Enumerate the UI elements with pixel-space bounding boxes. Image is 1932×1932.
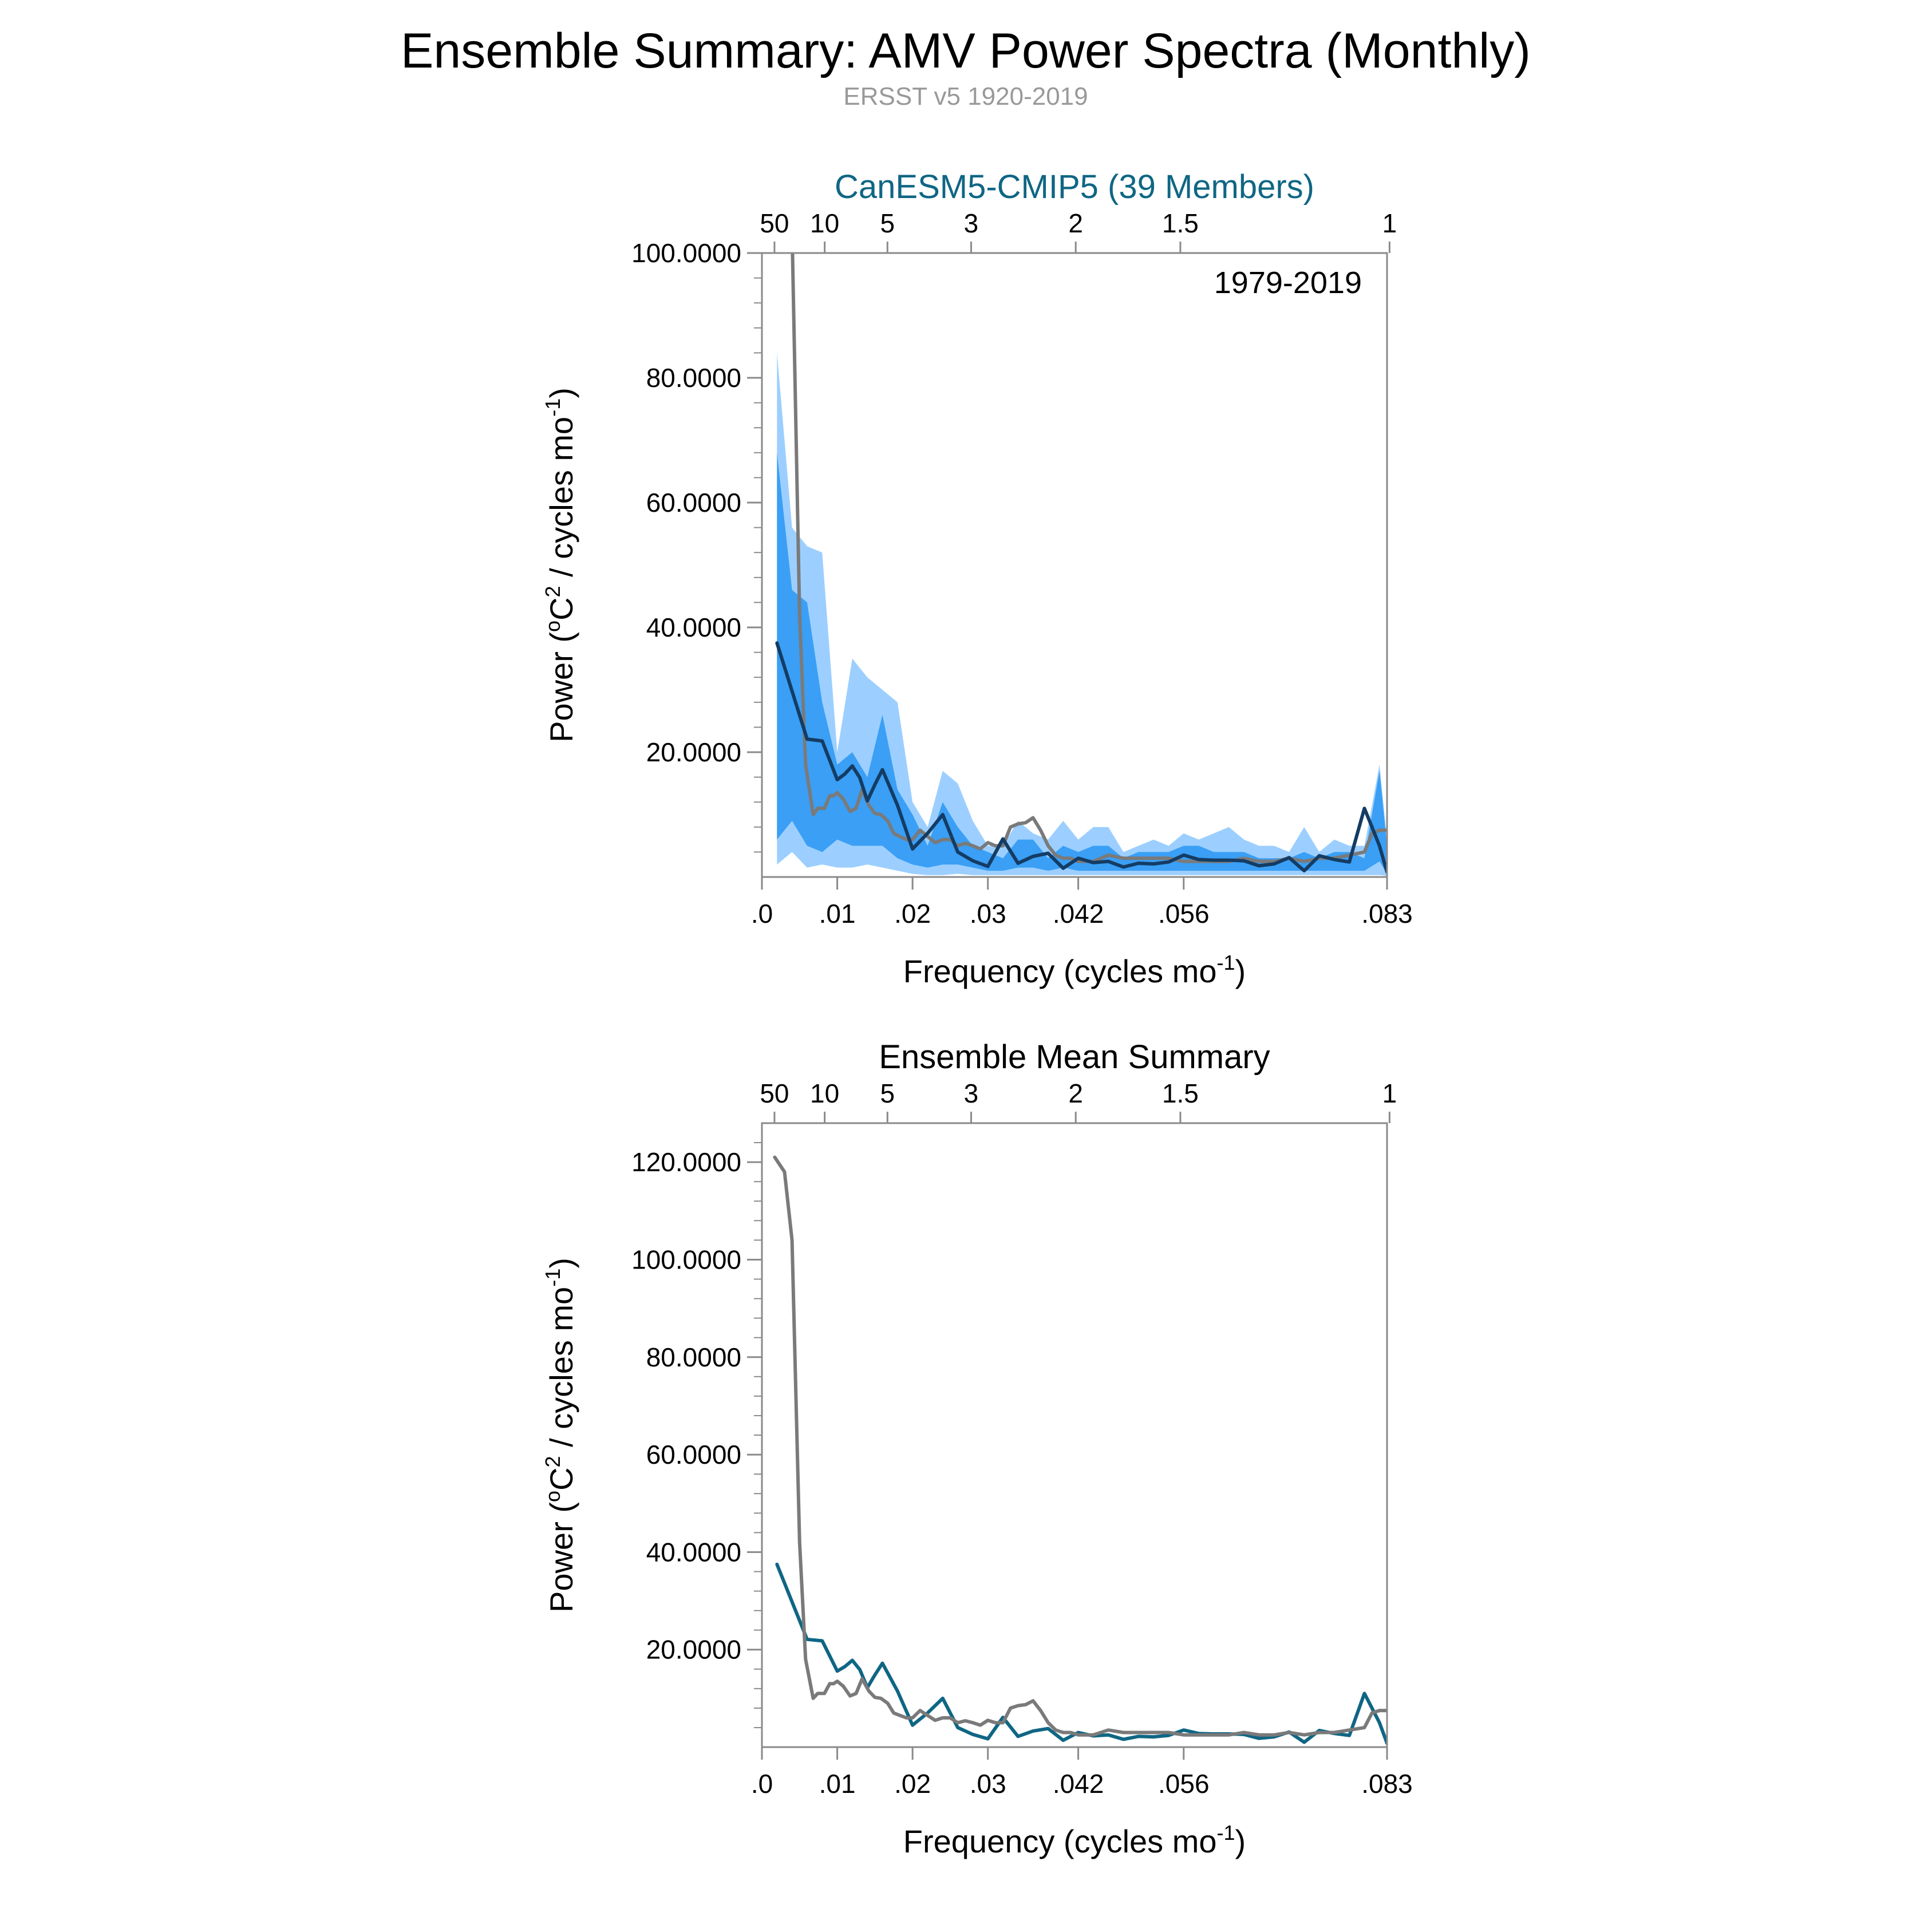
bottom-panel-ensemble-mean: Ensemble Mean Summary 20.0000 40.0000 60.00…	[541, 1038, 1413, 1859]
plot-area	[775, 253, 1387, 876]
x-axis-label: Frequency (cycles mo-1)	[903, 1821, 1246, 1859]
panel-title: CanESM5-CMIP5 (39 Members)	[835, 168, 1314, 206]
top-period-label: 1	[1382, 1078, 1397, 1108]
x-tick-label: .0	[751, 899, 773, 929]
y-axis-label: Power (oC2 / cycles mo-1)	[541, 388, 579, 742]
plot-frame	[761, 252, 1388, 878]
top-panel-spectra: CanESM5-CMIP5 (39 Members) 20.0000 40.0000…	[541, 168, 1413, 989]
y-tick-label: 60.0000	[646, 1440, 741, 1469]
y-tick-label: 20.0000	[646, 737, 741, 767]
x-tick-label: .01	[819, 1769, 856, 1799]
x-tick-label: .042	[1053, 1769, 1104, 1799]
top-period-label: 50	[760, 1078, 789, 1108]
period-annotation: 1979-2019	[1214, 266, 1362, 300]
top-period-label: 5	[880, 208, 895, 238]
x-tick-label: .056	[1158, 899, 1210, 929]
y-tick-label: 40.0000	[646, 613, 741, 642]
top-period-label: 2	[1068, 1078, 1083, 1108]
ensemble-mean-series-line	[775, 641, 1387, 874]
y-axis-label: Power (oC2 / cycles mo-1)	[541, 1258, 579, 1613]
top-period-label: 1.5	[1162, 1078, 1199, 1108]
y-tick-label: 60.0000	[646, 488, 741, 517]
top-period-label: 50	[760, 208, 789, 238]
y-tick-label: 100.0000	[631, 1244, 741, 1274]
top-period-label: 3	[964, 208, 979, 238]
top-period-label: 1	[1382, 208, 1397, 238]
top-period-label: 1.5	[1162, 208, 1199, 238]
top-period-label: 3	[964, 1078, 979, 1108]
x-tick-label: .01	[819, 899, 856, 929]
x-axis-label: Frequency (cycles mo-1)	[903, 951, 1246, 989]
ensemble-mean-series-line	[775, 1562, 1387, 1745]
y-tick-label: 120.0000	[631, 1147, 741, 1177]
observed-series-line	[773, 1155, 1387, 1737]
top-period-label: 10	[810, 208, 839, 238]
figure-subtitle: ERSST v5 1920-2019	[843, 82, 1088, 110]
plot-frame	[761, 1122, 1388, 1748]
x-tick-label: .083	[1361, 899, 1413, 929]
top-period-label: 2	[1068, 208, 1083, 238]
panel-title: Ensemble Mean Summary	[879, 1038, 1270, 1076]
plot-area	[773, 1155, 1387, 1745]
x-tick-label: .02	[894, 1769, 931, 1799]
x-tick-label: .056	[1158, 1769, 1210, 1799]
figure-title: Ensemble Summary: AMV Power Spectra (Mon…	[401, 23, 1531, 78]
inner-spread-band	[777, 452, 1387, 874]
y-tick-label: 80.0000	[646, 1342, 741, 1372]
y-tick-label: 80.0000	[646, 363, 741, 393]
x-tick-label: .083	[1361, 1769, 1413, 1799]
x-tick-label: .03	[970, 1769, 1006, 1799]
y-tick-label: 20.0000	[646, 1635, 741, 1665]
x-tick-label: .0	[751, 1769, 773, 1799]
top-period-label: 10	[810, 1078, 839, 1108]
top-period-label: 5	[880, 1078, 895, 1108]
observed-series-line	[791, 253, 1387, 863]
y-tick-label: 100.0000	[631, 238, 741, 268]
x-tick-label: .02	[894, 899, 931, 929]
y-tick-label: 40.0000	[646, 1537, 741, 1567]
x-tick-label: .03	[970, 899, 1006, 929]
x-tick-label: .042	[1053, 899, 1104, 929]
